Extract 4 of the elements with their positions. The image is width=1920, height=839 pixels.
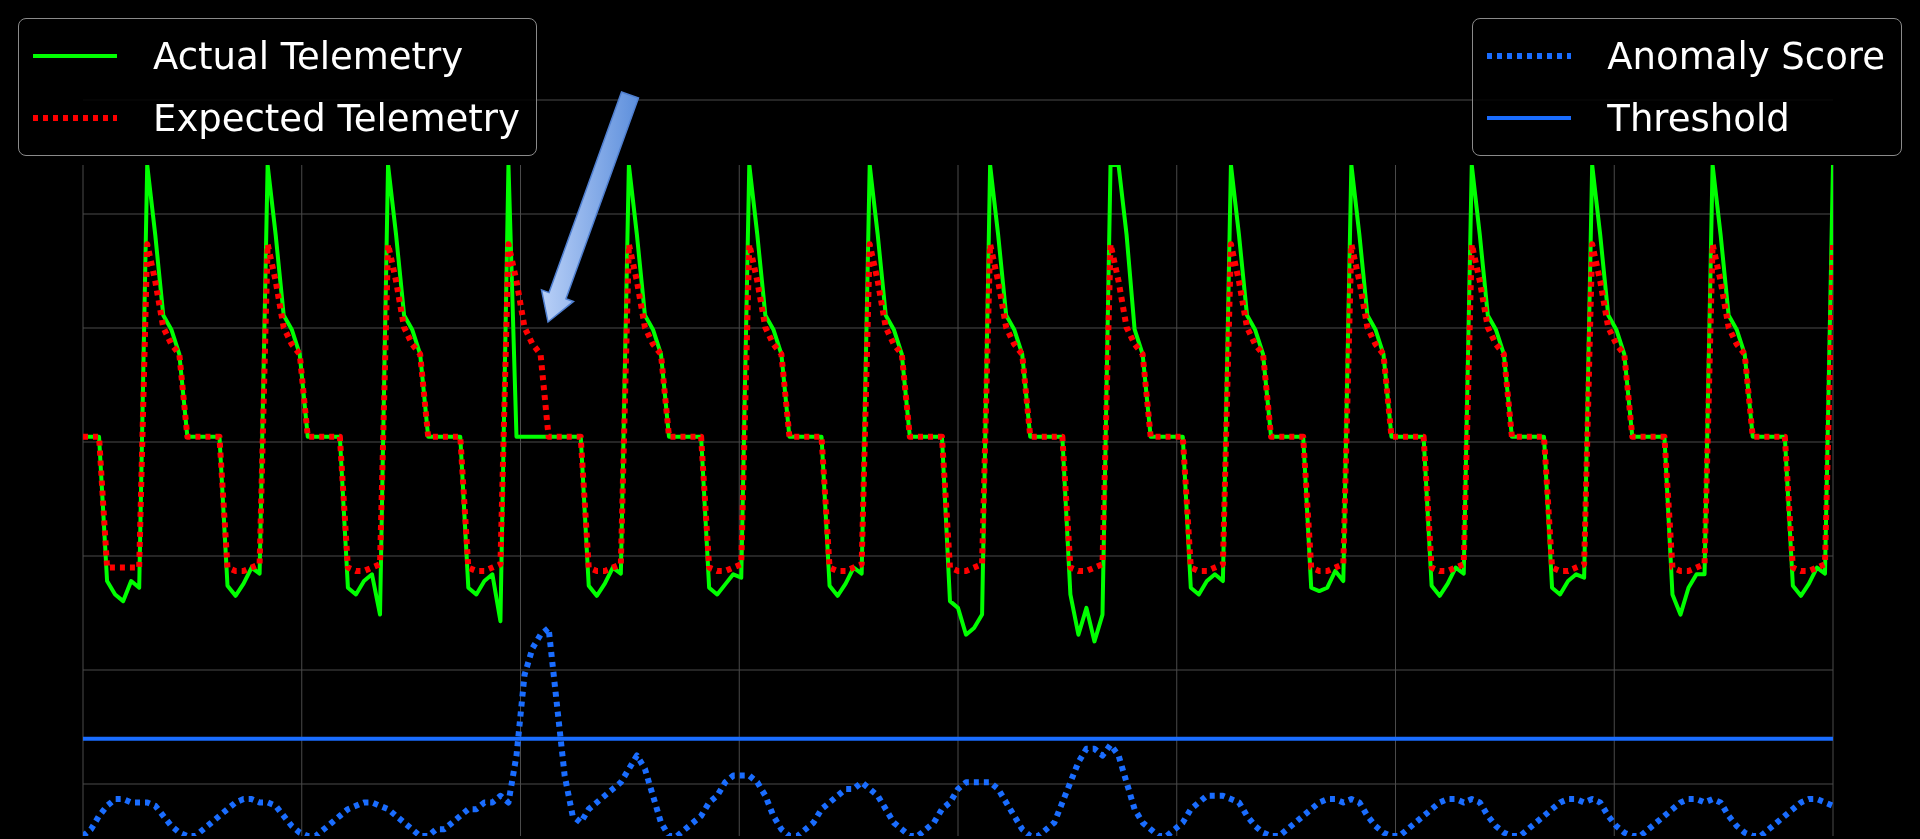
legend-label: Threshold [1607,96,1790,140]
legend-label: Expected Telemetry [153,96,520,140]
legend-label: Actual Telemetry [153,34,464,78]
legend-label: Anomaly Score [1607,34,1885,78]
